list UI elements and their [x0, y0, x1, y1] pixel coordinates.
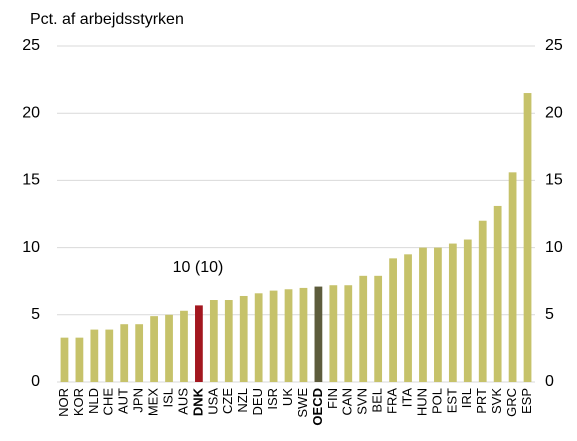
- x-tick-label: CHE: [101, 388, 116, 416]
- bar: [120, 324, 129, 382]
- y-tick-label: 0: [31, 373, 40, 390]
- x-tick-label: NZL: [235, 388, 250, 413]
- x-tick-label: BEL: [370, 388, 385, 413]
- bar: [239, 295, 248, 382]
- y2-tick-label: 15: [545, 172, 563, 189]
- bar: [299, 287, 308, 382]
- x-tick-label: JPN: [131, 388, 146, 413]
- x-tick-label: HUN: [414, 388, 429, 416]
- bar: [419, 247, 427, 382]
- x-tick-label: AUT: [116, 388, 131, 414]
- x-tick-label: AUS: [175, 388, 190, 415]
- x-tick-label: FIN: [325, 388, 340, 409]
- x-tick-label: SWE: [295, 388, 310, 418]
- bar: [90, 329, 99, 382]
- chart-title: Pct. af arbejdsstyrken: [30, 11, 184, 28]
- x-tick-label: DEU: [250, 388, 265, 415]
- bar: [269, 290, 278, 382]
- bar: [478, 220, 487, 382]
- bar: [463, 239, 472, 382]
- bar: [180, 310, 188, 382]
- y-tick-label: 10: [22, 239, 40, 256]
- bar: [75, 337, 84, 382]
- x-tick-label: UK: [280, 388, 295, 406]
- bar: [314, 286, 323, 382]
- bar: [209, 300, 218, 382]
- x-tick-label: CZE: [220, 388, 235, 414]
- bar: [165, 314, 173, 382]
- y-tick-label: 25: [22, 37, 40, 54]
- x-tick-label: ITA: [399, 388, 414, 408]
- x-tick-label: NOR: [56, 388, 71, 417]
- annotation: 10 (10): [173, 259, 224, 276]
- bar: [404, 254, 412, 382]
- bar: [329, 285, 338, 382]
- x-tick-label: OECD: [310, 388, 325, 426]
- x-tick-label: EST: [444, 388, 459, 413]
- bar: [359, 275, 368, 382]
- x-tick-label: SVK: [489, 388, 504, 414]
- x-tick-label: MEX: [146, 388, 161, 417]
- x-tick-label: PRT: [474, 388, 489, 414]
- x-tick-label: GRC: [504, 388, 519, 417]
- bar: [254, 293, 263, 382]
- x-tick-label: POL: [429, 388, 444, 414]
- y2-tick-label: 5: [545, 306, 554, 323]
- bar: [344, 285, 353, 382]
- x-tick-label: ESP: [519, 388, 534, 414]
- x-tick-label: USA: [205, 388, 220, 415]
- bar: [434, 247, 442, 382]
- bar: [508, 172, 517, 382]
- x-tick-label: CAN: [340, 388, 355, 415]
- x-tick-label: FRA: [385, 388, 400, 414]
- bar: [195, 305, 203, 382]
- bar: [374, 275, 383, 382]
- bar: [150, 316, 158, 382]
- y-tick-label: 20: [22, 104, 40, 121]
- y-tick-label: 5: [31, 306, 40, 323]
- bar: [135, 324, 144, 382]
- bar: [448, 243, 457, 382]
- x-tick-label: NLD: [86, 388, 101, 414]
- y2-tick-label: 10: [545, 239, 563, 256]
- y2-tick-label: 20: [545, 104, 563, 121]
- x-tick-label: SVN: [355, 388, 370, 415]
- bar: [105, 329, 114, 382]
- bar: [493, 205, 502, 382]
- x-tick-label: IRL: [459, 388, 474, 408]
- bar: [523, 93, 532, 382]
- x-tick-label: KOR: [71, 388, 86, 416]
- bar: [60, 337, 69, 382]
- x-tick-label: ISL: [160, 388, 175, 408]
- x-tick-label: DNK: [190, 387, 205, 416]
- bar: [389, 258, 397, 382]
- y2-tick-label: 25: [545, 37, 563, 54]
- y-tick-label: 15: [22, 172, 40, 189]
- bar: [224, 300, 233, 382]
- bar: [284, 289, 293, 382]
- x-tick-label: ISR: [265, 388, 280, 410]
- y2-tick-label: 0: [545, 373, 554, 390]
